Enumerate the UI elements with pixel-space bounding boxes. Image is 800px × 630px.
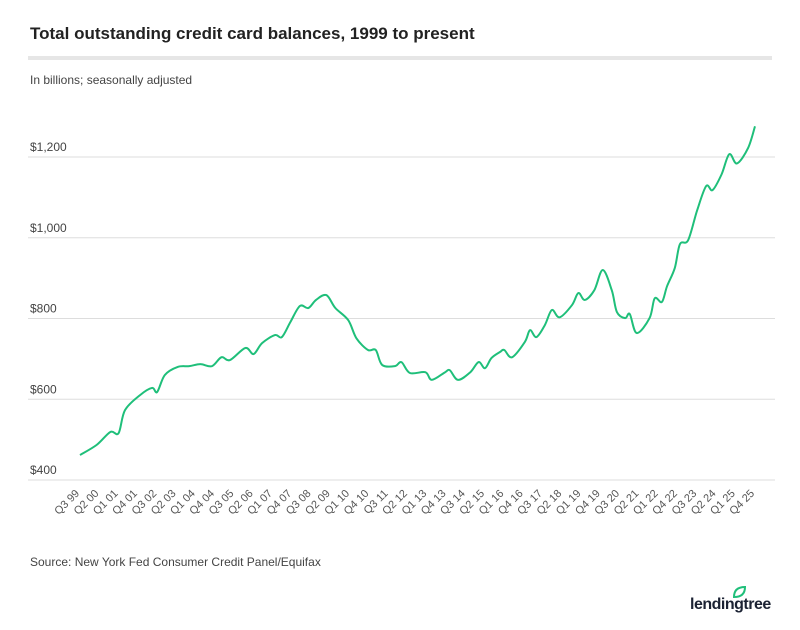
y-tick-label: $1,000: [30, 221, 67, 235]
lendingtree-logo: lendingtree: [690, 586, 780, 616]
logo-text: lendingtree: [690, 596, 771, 613]
leaf-icon: [732, 586, 746, 598]
y-tick-label: $400: [30, 463, 57, 477]
y-tick-label: $600: [30, 382, 57, 396]
y-tick-label: $800: [30, 302, 57, 316]
source-note: Source: New York Fed Consumer Credit Pan…: [30, 555, 321, 569]
chart-title: Total outstanding credit card balances, …: [30, 24, 475, 43]
title-divider: [28, 56, 772, 60]
series-line: [79, 126, 756, 456]
y-tick-label: $1,200: [30, 140, 67, 154]
chart-subtitle: In billions; seasonally adjusted: [30, 73, 193, 87]
